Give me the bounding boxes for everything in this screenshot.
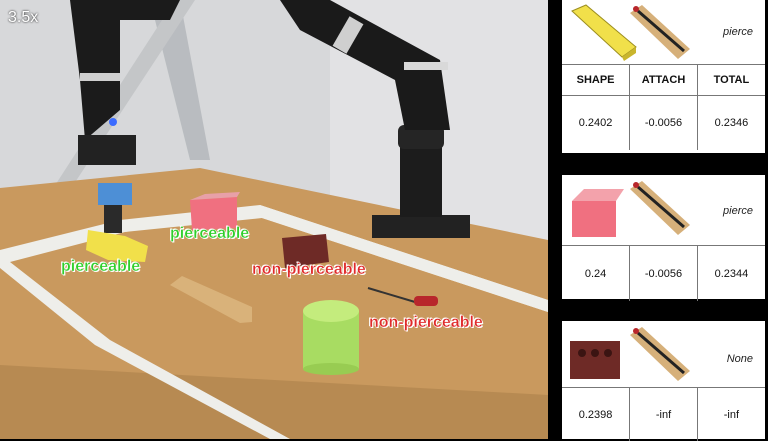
total-score: 0.2346: [714, 117, 749, 129]
result-outcome: pierce: [723, 205, 753, 217]
robot-arm: [280, 0, 450, 130]
brick: [282, 234, 329, 268]
yellow-block-thumb: [571, 4, 637, 61]
screwdriver: [367, 287, 416, 303]
playback-speed: 3.5x: [8, 9, 39, 26]
result-outcome: pierce: [723, 26, 753, 38]
robot-base: [372, 215, 470, 238]
score-table: SHAPE ATTACH TOTAL 0.2402 -0.0056 0.2346: [562, 65, 765, 150]
attach-score: -0.0056: [629, 246, 698, 301]
shape-score: 0.2398: [562, 388, 631, 441]
screwdriver-thumb: [630, 327, 690, 381]
score-table: 0.24 -0.0056 0.2344: [562, 246, 765, 301]
label-pink-cube: pierceable: [170, 225, 250, 242]
result-card-2: pierce 0.24 -0.0056 0.2344: [562, 175, 765, 301]
pink-cube: [190, 197, 237, 230]
header-shape: SHAPE: [562, 65, 631, 96]
workspace-scene: [0, 0, 548, 439]
header-total: TOTAL: [697, 65, 765, 96]
wood-stick: [170, 276, 252, 323]
screwdriver-thumb: [630, 5, 690, 59]
label-screwdriver: non-pierceable: [369, 314, 483, 331]
result-card-3: None 0.2398 -inf -inf: [562, 321, 765, 441]
results-panel: pierce SHAPE ATTACH TOTAL 0.2402 -0.0056…: [548, 0, 768, 441]
blue-tool: [98, 183, 132, 205]
video-frame: 3.5x pierceable pierceable non-pierceabl…: [0, 0, 548, 439]
result-card-1: pierce SHAPE ATTACH TOTAL 0.2402 -0.0056…: [562, 0, 765, 153]
shape-score: 0.2402: [562, 95, 631, 150]
shape-score: 0.24: [562, 246, 631, 301]
attach-score: -0.0056: [629, 95, 698, 150]
attach-score: -inf: [629, 388, 698, 441]
label-brick: non-pierceable: [252, 261, 366, 278]
gripper: [78, 135, 136, 165]
score-table: 0.2398 -inf -inf: [562, 388, 765, 441]
screwdriver-thumb: [630, 181, 690, 235]
header-attach: ATTACH: [629, 65, 698, 96]
pink-cube-thumb: [572, 189, 624, 237]
total-score: 0.2344: [714, 267, 749, 280]
yellow-block: [86, 230, 148, 262]
label-yellow-block: pierceable: [61, 258, 141, 275]
result-outcome: None: [726, 353, 753, 365]
total-score: -inf: [723, 408, 740, 421]
brick-thumb: [570, 341, 620, 379]
